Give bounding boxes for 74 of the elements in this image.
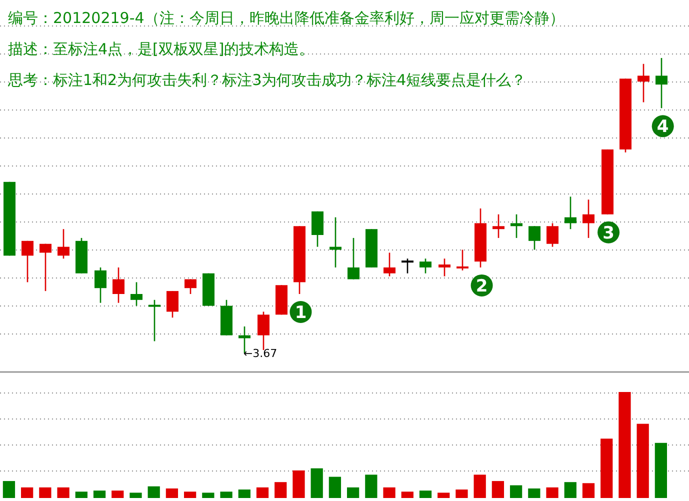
candlestick <box>456 249 468 272</box>
bar <box>346 487 360 498</box>
annotation: 描述：至标注4点，是[双板双星]的技术构造。 <box>8 40 314 58</box>
bar <box>528 488 540 498</box>
candlestick <box>492 214 504 239</box>
numbered-badge: 4 <box>652 115 674 138</box>
bar <box>618 392 631 498</box>
bar <box>492 481 504 498</box>
bar <box>438 492 450 498</box>
text: 编号：20120219-4（注：今周日，昨晚出降低准备金率利好，周一应对更需冷静） <box>8 9 564 27</box>
numbered-badge: 1 <box>290 301 312 323</box>
candlestick <box>94 266 106 304</box>
candlestick <box>384 252 396 277</box>
candlestick <box>184 278 196 295</box>
candlestick <box>638 63 650 103</box>
annotation: 4 <box>656 117 669 138</box>
annotation: ←3.67 <box>243 346 278 360</box>
bar <box>148 486 160 498</box>
candlestick <box>58 228 70 260</box>
bar <box>383 487 396 498</box>
candlestick <box>130 282 142 306</box>
bar <box>365 474 378 498</box>
bar <box>2 481 16 498</box>
bar <box>238 490 250 498</box>
bar <box>310 468 323 498</box>
numbered-badge: 3 <box>598 221 620 244</box>
bar <box>292 470 305 498</box>
candlestick <box>656 57 668 109</box>
candlestick <box>420 258 432 274</box>
bar <box>220 492 232 498</box>
bar <box>328 476 342 498</box>
bar <box>166 488 178 498</box>
candlestick <box>22 240 34 283</box>
bar <box>456 490 468 498</box>
bar <box>600 438 613 498</box>
bar <box>130 492 142 498</box>
annotation: 2 <box>476 276 488 296</box>
bar <box>112 490 124 498</box>
candlestick <box>582 198 594 239</box>
bar <box>39 487 52 498</box>
candlestick <box>546 222 558 248</box>
candlestick <box>348 237 360 280</box>
annotation: 思考：标注1和2为何攻击失利？标注3为何攻击成功？标注4短线要点是什么？ <box>7 71 526 89</box>
annotation: 1 <box>294 303 307 323</box>
bar <box>57 487 70 498</box>
bar <box>419 490 432 498</box>
bar <box>184 492 196 498</box>
bar <box>474 474 486 498</box>
candlestick <box>528 226 540 250</box>
candlestick <box>402 258 414 274</box>
candlestick <box>330 216 342 268</box>
candlestick <box>510 214 522 239</box>
bar <box>636 424 649 498</box>
candlestick <box>564 196 576 230</box>
numbered-badge: 2 <box>470 274 493 296</box>
bar <box>510 485 522 498</box>
bar <box>75 492 88 498</box>
candlestick <box>166 290 178 318</box>
candlestick <box>312 210 324 248</box>
candlestick <box>148 299 160 342</box>
bar <box>564 482 576 498</box>
candlestick <box>40 243 52 292</box>
bar <box>401 492 414 498</box>
bar <box>93 490 106 498</box>
bar <box>21 487 34 498</box>
candlestick <box>438 258 450 277</box>
bar <box>202 492 214 498</box>
bar <box>654 442 667 498</box>
annotation: 3 <box>602 223 614 244</box>
bar <box>582 483 595 498</box>
candlestick <box>112 266 124 304</box>
bar <box>546 487 558 498</box>
bar <box>274 482 287 498</box>
bar <box>256 487 269 498</box>
